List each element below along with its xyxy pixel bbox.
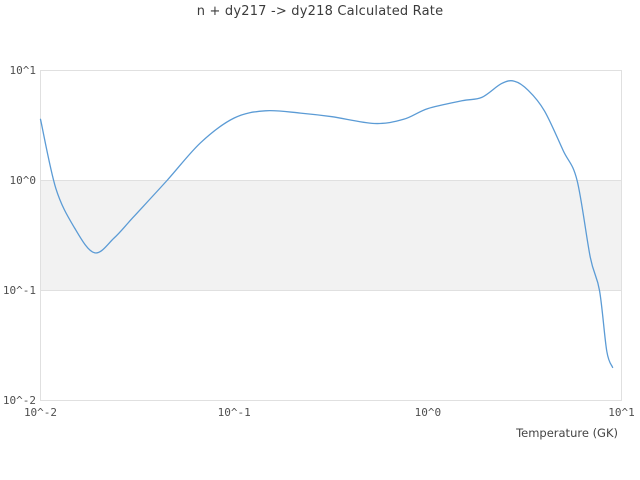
y-tick-label: 10^-2 bbox=[2, 393, 36, 407]
x-tick-label: 10^1 bbox=[608, 406, 635, 419]
y-tick-label: 10^-1 bbox=[2, 283, 36, 297]
y-tick-label: 10^0 bbox=[9, 173, 37, 187]
chart-title: n + dy217 -> dy218 Calculated Rate bbox=[196, 4, 444, 19]
x-tick-label: 10^0 bbox=[414, 406, 442, 419]
x-tick-label: 10^-2 bbox=[23, 406, 58, 419]
x-tick-label: 10^-1 bbox=[217, 406, 251, 419]
x-axis-label: Temperature (GK) bbox=[516, 426, 618, 440]
y-tick-label: 10^1 bbox=[9, 63, 37, 77]
